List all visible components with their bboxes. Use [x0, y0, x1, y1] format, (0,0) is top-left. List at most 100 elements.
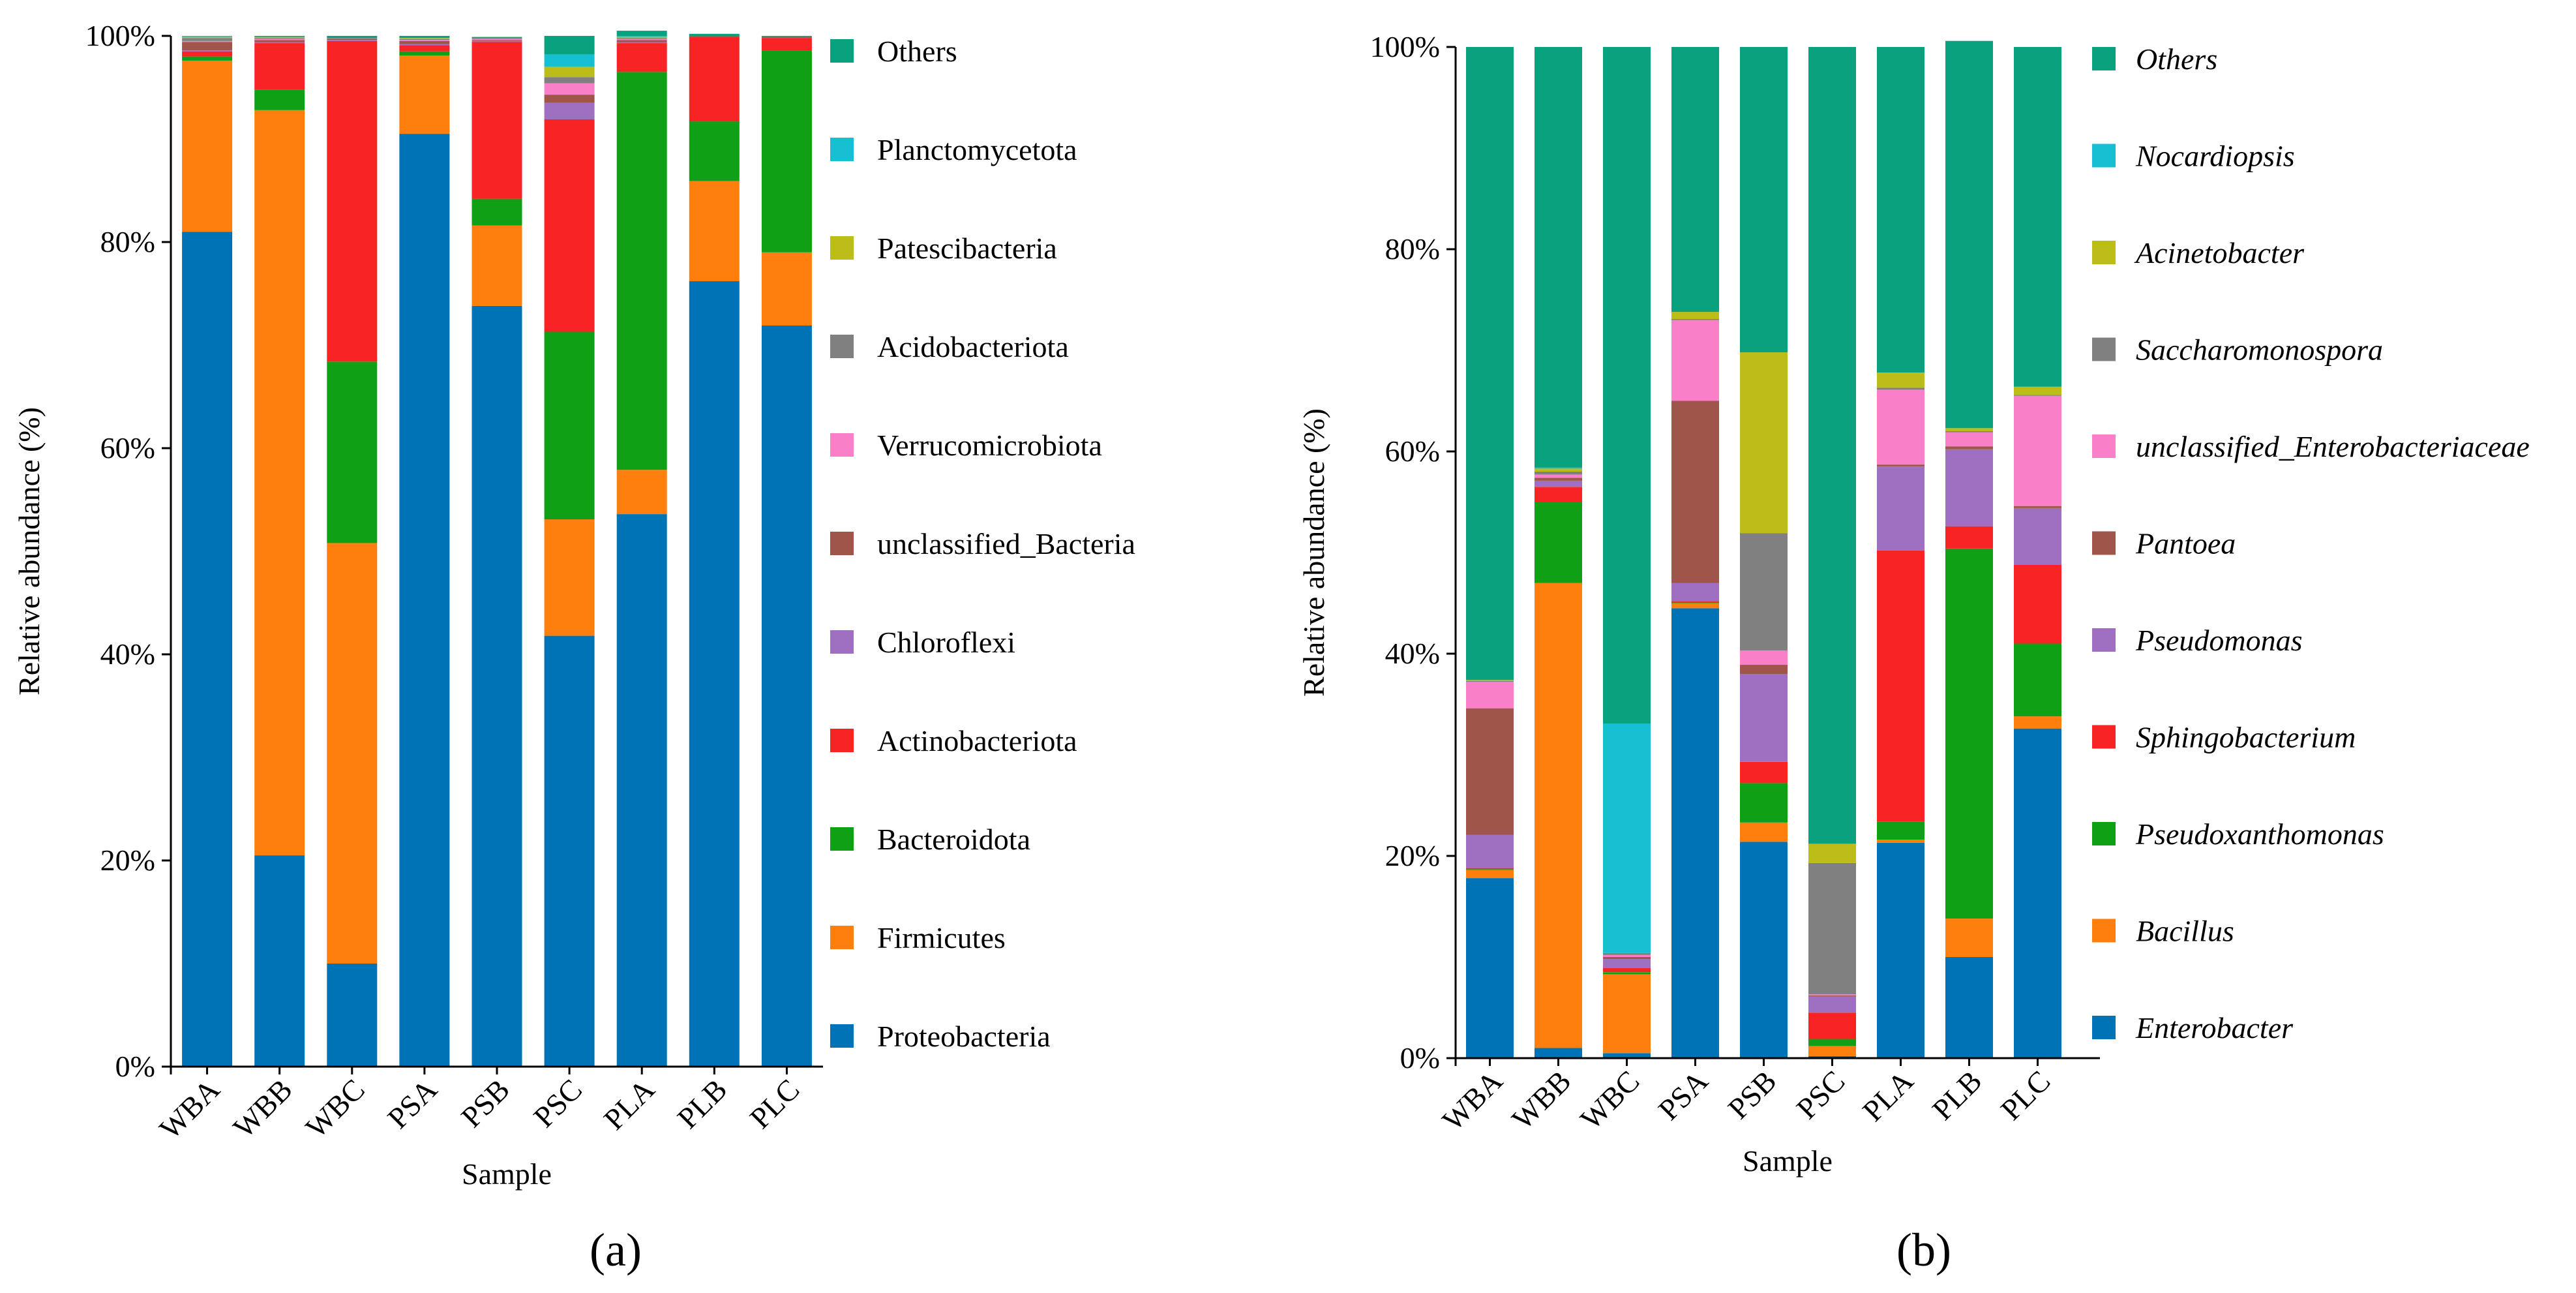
bar-segment-psb-sphingobacterium: [1740, 761, 1788, 783]
x-tick-label-psb: PSB: [1722, 1064, 1783, 1125]
bar-segment-wba-chloroflexi: [182, 50, 233, 52]
bar-segment-psa-firmicutes: [399, 55, 450, 134]
bar-segment-wbb-unclassified-bacteria: [254, 40, 305, 42]
y-tick-label: 80%: [1385, 232, 1440, 266]
bar-segment-wbb-firmicutes: [254, 110, 305, 856]
legend-swatch-firmicutes: [830, 926, 854, 949]
bar-segment-psb-acidobacteriota: [472, 38, 522, 39]
legend-swatch-nocardiopsis: [2092, 144, 2116, 168]
x-tick-label-plc: PLC: [743, 1072, 806, 1135]
bar-segment-psb-verrucomicrobiota: [472, 38, 522, 40]
legend-label-chloroflexi: Chloroflexi: [877, 626, 1015, 659]
y-tick-label: 100%: [1370, 30, 1440, 63]
bar-segment-plc-others: [2014, 47, 2061, 387]
y-tick-label: 60%: [100, 431, 155, 464]
legend-label-pseudomonas: Pseudomonas: [2135, 624, 2303, 657]
bar-segment-psc-saccharomonospora: [1808, 862, 1856, 995]
bar-segment-psc-enterobacter: [1808, 1056, 1856, 1058]
bar-segment-wbc-pantoea: [1603, 957, 1651, 960]
legend-swatch-pseudoxanthomonas: [2092, 822, 2116, 845]
legend-swatch-saccharomonospora: [2092, 337, 2116, 361]
legend-label-acidobacteriota: Acidobacteriota: [877, 330, 1069, 363]
bar-segment-psc-acidobacteriota: [544, 77, 595, 84]
x-tick-label-plc: PLC: [1994, 1064, 2057, 1127]
bar-segment-psc-pantoea: [1808, 995, 1856, 997]
bar-segment-plb-proteobacteria: [689, 281, 740, 1067]
legend-label-enterobacter: Enterobacter: [2135, 1011, 2294, 1044]
y-tick-label: 40%: [1385, 637, 1440, 670]
legend-swatch-sphingobacterium: [2092, 725, 2116, 749]
bar-segment-wbc-saccharomonospora: [1603, 952, 1651, 955]
bar-segment-plc-saccharomonospora: [2014, 395, 2061, 396]
bar-segment-psa-others: [399, 36, 450, 38]
bar-segment-wbc-proteobacteria: [327, 964, 378, 1067]
bar-segment-plc-actinobacteriota: [761, 38, 812, 51]
legend-swatch-proteobacteria: [830, 1024, 854, 1048]
bar-segment-pla-acinetobacter: [1877, 373, 1925, 388]
bar-segment-plc-others: [761, 36, 812, 37]
bar-segment-wbb-patescibacteria: [254, 37, 305, 38]
legend-label-planctomycetota: Planctomycetota: [877, 133, 1077, 166]
bar-segment-wba-pantoea: [1466, 708, 1514, 835]
bar-segment-psc-firmicutes: [544, 519, 595, 636]
bar-segment-wbc-others: [1603, 47, 1651, 723]
bar-segment-wba-pseudoxanthomonas: [1466, 869, 1514, 870]
bar-segment-psb-unclassified-bacteria: [472, 40, 522, 41]
x-tick-label-wbb: WBB: [227, 1072, 299, 1144]
bar-segment-pla-patescibacteria: [616, 37, 667, 38]
bar-segment-plc-sphingobacterium: [2014, 564, 2061, 644]
bar-segment-wbc-chloroflexi: [327, 40, 378, 41]
legend-label-pantoea: Pantoea: [2135, 527, 2236, 560]
bar-segment-wba-unclassified-bacteria: [182, 42, 233, 51]
bar-segment-wbc-unclassified-bacteria: [327, 38, 378, 40]
bar-segment-wba-bacillus: [1466, 870, 1514, 879]
bar-segment-psc-bacteroidota: [544, 331, 595, 520]
legend-label-unclassified-enterobacteriaceae: unclassified_Enterobacteriaceae: [2136, 430, 2530, 463]
y-tick-label: 0%: [115, 1050, 155, 1083]
bar-segment-plc-proteobacteria: [761, 326, 812, 1067]
bar-segment-plb-pseudoxanthomonas: [1945, 548, 1993, 919]
bar-segment-wba-unclassified-enterobacteriaceae: [1466, 682, 1514, 708]
legend-label-verrucomicrobiota: Verrucomicrobiota: [877, 429, 1102, 462]
y-tick-label: 40%: [100, 637, 155, 671]
bar-segment-psc-unclassified-enterobacteriaceae: [1808, 994, 1856, 996]
legend-swatch-pantoea: [2092, 531, 2116, 555]
x-tick-label-pla: PLA: [1856, 1064, 1920, 1128]
x-axis-title: Sample: [1743, 1144, 1833, 1178]
bar-segment-psa-verrucomicrobiota: [399, 40, 450, 41]
legend-label-acinetobacter: Acinetobacter: [2134, 236, 2305, 269]
x-tick-label-wba: WBA: [1436, 1064, 1509, 1137]
bar-segment-psa-proteobacteria: [399, 134, 450, 1067]
legend-swatch-planctomycetota: [830, 138, 854, 161]
bar-segment-psa-pseudomonas: [1671, 583, 1719, 601]
x-tick-label-plb: PLB: [1926, 1064, 1988, 1127]
legend-label-firmicutes: Firmicutes: [877, 921, 1006, 954]
bar-segment-psc-pseudoxanthomonas: [1808, 1039, 1856, 1046]
bar-segment-plb-acinetobacter: [1945, 428, 1993, 431]
bar-segment-psa-bacillus: [1671, 603, 1719, 609]
bar-segment-wbb-acidobacteriota: [254, 38, 305, 39]
bar-segment-psa-unclassified-enterobacteriaceae: [1671, 320, 1719, 401]
bar-segment-pla-saccharomonospora: [1877, 388, 1925, 390]
x-tick-label-psb: PSB: [455, 1072, 516, 1134]
bar-segment-wbc-bacillus: [1603, 974, 1651, 1054]
bar-segment-plc-unclassified-bacteria: [761, 37, 812, 38]
bar-segment-psa-pseudoxanthomonas: [1671, 601, 1719, 603]
bar-segment-psb-saccharomonospora: [1740, 533, 1788, 651]
bar-segment-pla-actinobacteriota: [616, 43, 667, 72]
bar-segment-psa-enterobacter: [1671, 608, 1719, 1059]
y-axis-title: Relative abundance (%): [12, 407, 46, 695]
bar-segment-wbb-others: [1535, 47, 1582, 468]
legend-swatch-bacteroidota: [830, 827, 854, 851]
bar-segment-wbc-sphingobacterium: [1603, 968, 1651, 973]
x-tick-label-wbc: WBC: [1574, 1064, 1645, 1136]
legend-swatch-patescibacteria: [830, 236, 854, 260]
bar-segment-psc-pseudomonas: [1808, 996, 1856, 1013]
bar-segment-wba-sphingobacterium: [1466, 868, 1514, 870]
legend-swatch-enterobacter: [2092, 1016, 2116, 1039]
bar-segment-psc-acinetobacter: [1808, 844, 1856, 863]
bar-segment-wbb-actinobacteriota: [254, 43, 305, 90]
bar-segment-wbb-unclassified-enterobacteriaceae: [1535, 474, 1582, 478]
bar-segment-psa-patescibacteria: [399, 38, 450, 39]
legend-swatch-verrucomicrobiota: [830, 433, 854, 457]
